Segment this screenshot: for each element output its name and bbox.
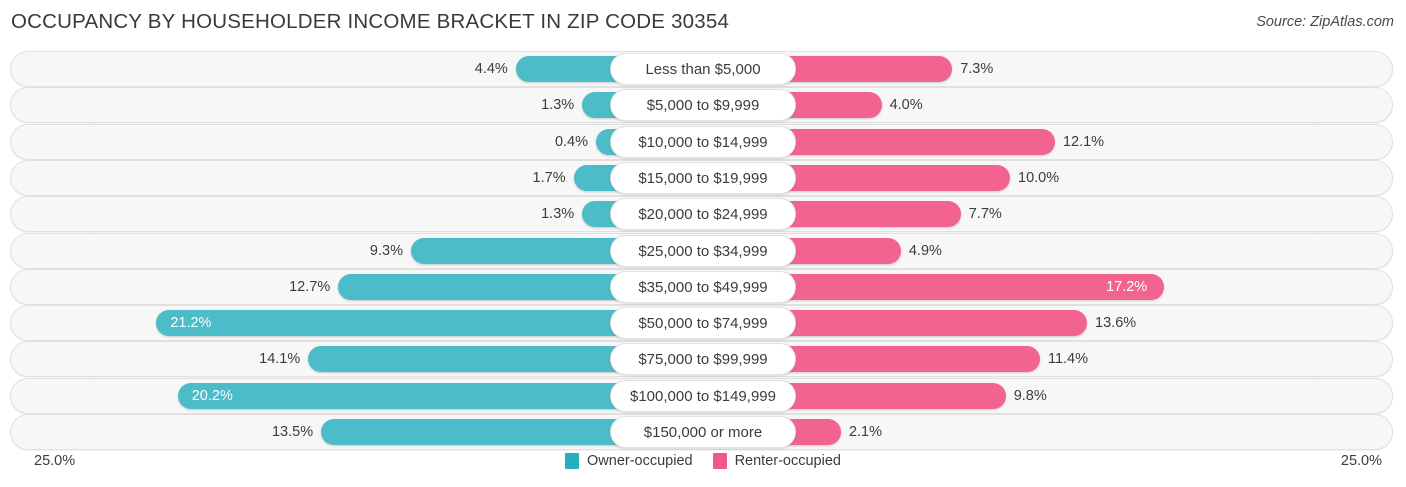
chart-row[interactable]: 13.5% 2.1% $150,000 or more: [0, 414, 1406, 450]
owner-occupied-bar[interactable]: [321, 419, 650, 445]
category-label-pill: $10,000 to $14,999: [610, 125, 796, 158]
chart-row[interactable]: 12.7% 17.2% $35,000 to $49,999: [0, 268, 1406, 305]
owner-occupied-bar[interactable]: [338, 273, 650, 300]
chart-row[interactable]: 0.4% 12.1% $10,000 to $14,999: [0, 123, 1406, 160]
owner-occupied-bar[interactable]: [308, 346, 650, 373]
chart-row[interactable]: 14.1% 11.4% $75,000 to $99,999: [0, 341, 1406, 378]
category-label-pill: $15,000 to $19,999: [610, 161, 796, 194]
legend-swatch-owner-occupied: [565, 453, 579, 469]
renter-occupied-bar[interactable]: [756, 310, 1088, 337]
renter-occupied-value: 17.2%: [1106, 278, 1148, 295]
category-label-pill: $5,000 to $9,999: [610, 89, 796, 122]
renter-occupied-value: 13.6%: [1095, 315, 1137, 332]
chart-row[interactable]: 1.7% 10.0% $15,000 to $19,999: [0, 159, 1406, 196]
renter-occupied-value: 2.1%: [848, 424, 882, 440]
renter-occupied-bar[interactable]: [756, 346, 1040, 373]
legend-label-renter-occupied: Renter-occupied: [734, 453, 841, 469]
category-label-pill: $150,000 or more: [610, 416, 796, 448]
renter-occupied-bar[interactable]: [756, 164, 1010, 191]
category-label-pill: $20,000 to $24,999: [610, 198, 796, 231]
source-attribution: Source: ZipAtlas.com: [1256, 14, 1394, 30]
renter-occupied-value: 12.1%: [1062, 133, 1105, 150]
category-label-pill: $75,000 to $99,999: [610, 343, 796, 376]
chart-legend: Owner-occupied Renter-occupied: [0, 453, 1406, 469]
category-label-pill: $50,000 to $74,999: [610, 307, 796, 340]
owner-occupied-bar[interactable]: [156, 310, 650, 337]
owner-occupied-bar[interactable]: [177, 382, 650, 409]
owner-occupied-value: 4.4%: [474, 61, 508, 77]
owner-occupied-value: 9.3%: [369, 242, 403, 259]
renter-occupied-bar[interactable]: [756, 128, 1055, 155]
renter-occupied-bar[interactable]: [756, 382, 1006, 409]
category-label-pill: $25,000 to $34,999: [610, 234, 796, 267]
renter-occupied-value: 4.9%: [908, 242, 942, 259]
chart-row[interactable]: 9.3% 4.9% $25,000 to $34,999: [0, 232, 1406, 269]
owner-occupied-value: 14.1%: [259, 351, 301, 368]
renter-occupied-value: 11.4%: [1047, 351, 1088, 368]
renter-occupied-value: 7.7%: [968, 206, 1002, 223]
legend-item-owner-occupied[interactable]: Owner-occupied: [565, 453, 693, 469]
owner-occupied-value: 0.4%: [554, 133, 588, 150]
axis-label-left: 25.0%: [34, 453, 76, 469]
owner-occupied-value: 1.3%: [541, 97, 575, 114]
axis-label-right: 25.0%: [1340, 453, 1382, 469]
legend-label-owner-occupied: Owner-occupied: [587, 453, 693, 469]
owner-occupied-value: 12.7%: [289, 278, 331, 295]
chart-plot-area: 4.4% 7.3% Less than $5,000 1.3% 4.0% $5,000 t…: [0, 51, 1406, 450]
legend-swatch-renter-occupied: [712, 453, 727, 469]
category-label-pill: $35,000 to $49,999: [610, 270, 796, 303]
chart-row[interactable]: 1.3% 7.7% $20,000 to $24,999: [0, 196, 1406, 233]
category-label-pill: Less than $5,000: [610, 53, 796, 85]
owner-occupied-value: 21.2%: [170, 315, 212, 332]
category-label-pill: $100,000 to $149,999: [610, 379, 796, 412]
legend-item-renter-occupied[interactable]: Renter-occupied: [712, 453, 841, 469]
chart-row[interactable]: 4.4% 7.3% Less than $5,000: [0, 51, 1406, 87]
page-title: OCCUPANCY BY HOUSEHOLDER INCOME BRACKET …: [11, 10, 730, 33]
owner-occupied-value: 20.2%: [191, 387, 233, 404]
owner-occupied-value: 13.5%: [271, 424, 314, 440]
renter-occupied-bar[interactable]: [756, 273, 1165, 300]
renter-occupied-value: 7.3%: [960, 61, 994, 77]
chart-row[interactable]: 21.2% 13.6% $50,000 to $74,999: [0, 305, 1406, 342]
owner-occupied-value: 1.3%: [541, 206, 575, 223]
renter-occupied-value: 9.8%: [1013, 387, 1047, 404]
chart-row[interactable]: 20.2% 9.8% $100,000 to $149,999: [0, 377, 1406, 414]
chart-footer: 25.0% 25.0% Owner-occupied Renter-occupi…: [0, 450, 1406, 487]
renter-occupied-value: 4.0%: [889, 97, 923, 114]
chart-row[interactable]: 1.3% 4.0% $5,000 to $9,999: [0, 87, 1406, 124]
owner-occupied-value: 1.7%: [532, 169, 566, 186]
renter-occupied-value: 10.0%: [1018, 169, 1060, 186]
